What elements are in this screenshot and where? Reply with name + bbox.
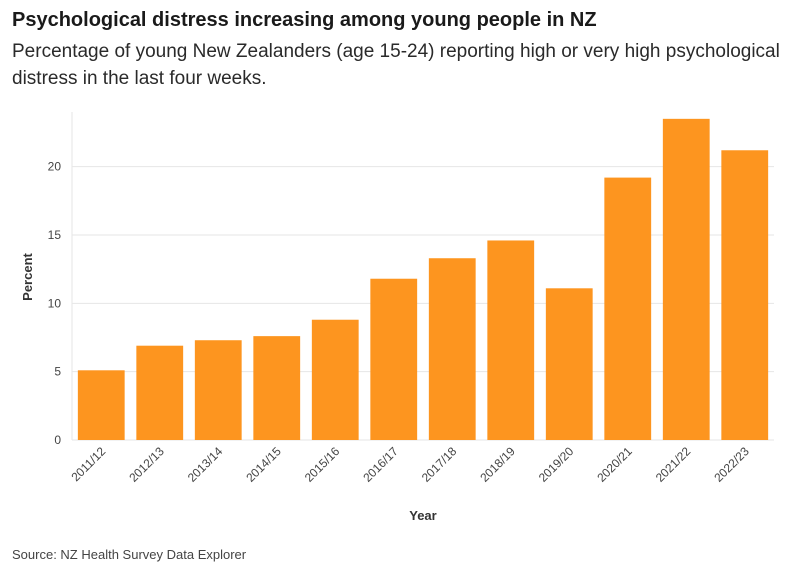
y-tick-label: 0 (54, 433, 61, 447)
y-tick-label: 5 (54, 365, 61, 379)
bar-2020-21[interactable] (604, 177, 652, 440)
bar-2014-15[interactable] (253, 336, 301, 440)
x-tick-label: 2016/17 (360, 444, 401, 485)
x-tick-label: 2022/23 (711, 444, 752, 485)
bar-2022-23[interactable] (721, 150, 769, 440)
x-tick-label: 2019/20 (536, 444, 577, 485)
x-axis-ticks: 2011/12 2012/13 2013/14 2014/15 2015/16 2016/… (68, 444, 752, 485)
bar-2021-22[interactable] (662, 118, 710, 440)
y-tick-label: 10 (48, 296, 62, 310)
x-axis-title: Year (409, 508, 436, 523)
chart-subtitle: Percentage of young New Zealanders (age … (12, 41, 780, 89)
gridlines (71, 112, 774, 441)
bar-2015-16[interactable] (311, 319, 359, 440)
bars (77, 118, 769, 440)
x-tick-label: 2018/19 (477, 444, 518, 485)
x-tick-label: 2020/21 (594, 444, 635, 485)
y-tick-label: 20 (48, 160, 62, 174)
bar-2012-13[interactable] (136, 345, 184, 440)
bar-2018-19[interactable] (487, 240, 535, 440)
y-axis-title: Percent (20, 252, 35, 300)
x-tick-label: 2013/14 (185, 444, 226, 485)
chart-title: Psychological distress increasing among … (12, 9, 597, 31)
x-tick-label: 2021/22 (653, 444, 694, 485)
x-tick-label: 2017/18 (419, 444, 460, 485)
bar-2011-12[interactable] (77, 370, 125, 440)
y-tick-label: 15 (48, 228, 62, 242)
bar-2013-14[interactable] (194, 340, 242, 440)
source-note: Source: NZ Health Survey Data Explorer (12, 547, 247, 562)
x-tick-label: 2015/16 (302, 444, 343, 485)
bar-2017-18[interactable] (428, 258, 476, 440)
x-tick-label: 2014/15 (243, 444, 284, 485)
bar-2019-20[interactable] (545, 288, 593, 440)
x-tick-label: 2011/12 (68, 444, 108, 484)
y-axis-ticks: 0 5 10 15 20 (48, 160, 62, 447)
bar-2016-17[interactable] (370, 278, 418, 440)
x-tick-label: 2012/13 (126, 444, 167, 485)
